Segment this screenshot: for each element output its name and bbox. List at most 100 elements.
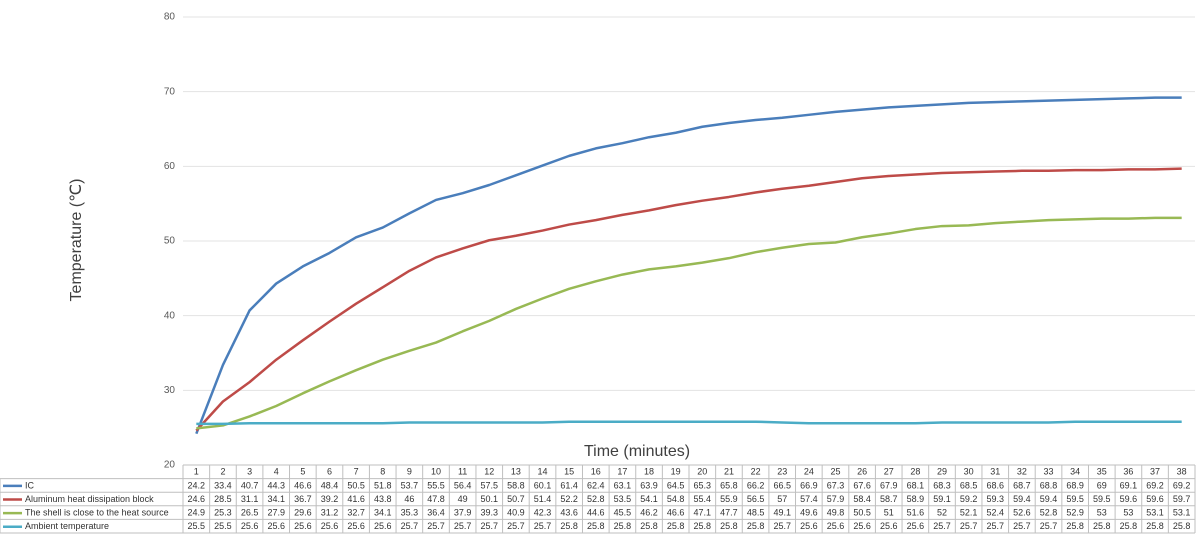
series-line — [195, 167, 1182, 432]
y-tick-label: 70 — [164, 86, 176, 97]
table-value: 39.2 — [321, 494, 339, 504]
table-value: 58.7 — [880, 494, 898, 504]
series-line — [196, 420, 1182, 426]
x-tick-label: 20 — [697, 467, 707, 477]
table-value: 25.8 — [640, 521, 658, 531]
table-value: 50.5 — [347, 480, 365, 490]
table-value: 31.2 — [321, 507, 339, 517]
table-value: 25.6 — [241, 521, 259, 531]
table-value: 25.5 — [188, 521, 206, 531]
table-value: 68.7 — [1013, 480, 1031, 490]
table-value: 69 — [1097, 480, 1107, 490]
table-value: 25.8 — [747, 521, 765, 531]
table-value: 59.6 — [1120, 494, 1138, 504]
x-tick-label: 4 — [274, 467, 279, 477]
table-value: 25.7 — [427, 521, 445, 531]
table-value: 59.2 — [960, 494, 978, 504]
x-tick-label: 6 — [327, 467, 332, 477]
table-value: 25.7 — [773, 521, 791, 531]
table-value: 52 — [937, 507, 947, 517]
table-value: 58.8 — [507, 480, 525, 490]
table-value: 25.7 — [933, 521, 951, 531]
x-tick-label: 12 — [484, 467, 494, 477]
table-value: 32.7 — [347, 507, 365, 517]
table-value: 25.6 — [827, 521, 845, 531]
table-value: 56.4 — [454, 480, 472, 490]
x-tick-label: 25 — [830, 467, 840, 477]
table-value: 25.8 — [614, 521, 632, 531]
x-tick-label: 37 — [1150, 467, 1160, 477]
table-value: 48.5 — [747, 507, 765, 517]
x-tick-label: 22 — [751, 467, 761, 477]
table-value: 49.1 — [773, 507, 791, 517]
table-value: 50.5 — [853, 507, 871, 517]
table-value: 68.1 — [907, 480, 925, 490]
x-tick-label: 32 — [1017, 467, 1027, 477]
table-value: 54.1 — [640, 494, 658, 504]
table-value: 50.7 — [507, 494, 525, 504]
table-value: 53 — [1097, 507, 1107, 517]
table-value: 53.5 — [614, 494, 632, 504]
table-value: 24.9 — [188, 507, 206, 517]
table-value: 45.5 — [614, 507, 632, 517]
x-axis-title: Time (minutes) — [584, 443, 690, 460]
series-line — [196, 216, 1182, 430]
x-tick-label: 1 — [194, 467, 199, 477]
table-value: 50.1 — [480, 494, 498, 504]
table-value: 56.5 — [747, 494, 765, 504]
table-value: 67.3 — [827, 480, 845, 490]
table-value: 60.1 — [534, 480, 552, 490]
table-value: 47.1 — [694, 507, 712, 517]
table-value: 25.8 — [1093, 521, 1111, 531]
table-value: 57 — [777, 494, 787, 504]
table-value: 52.4 — [986, 507, 1004, 517]
table-value: 55.9 — [720, 494, 738, 504]
table-value: 24.2 — [188, 480, 206, 490]
table-value: 33.4 — [214, 480, 232, 490]
x-tick-label: 21 — [724, 467, 734, 477]
table-value: 25.6 — [294, 521, 312, 531]
table-value: 24.6 — [188, 494, 206, 504]
table-value: 25.7 — [454, 521, 472, 531]
table-value: 53.7 — [401, 480, 419, 490]
table-value: 66.5 — [773, 480, 791, 490]
table-value: 25.6 — [267, 521, 285, 531]
table-value: 68.5 — [960, 480, 978, 490]
x-tick-label: 35 — [1097, 467, 1107, 477]
x-tick-label: 30 — [964, 467, 974, 477]
table-value: 68.3 — [933, 480, 951, 490]
table-value: 25.7 — [401, 521, 419, 531]
table-value: 69.1 — [1120, 480, 1138, 490]
table-value: 25.8 — [1066, 521, 1084, 531]
table-value: 58.9 — [907, 494, 925, 504]
legend-label: Ambient temperature — [25, 521, 109, 531]
table-value: 69.2 — [1146, 480, 1164, 490]
table-value: 65.8 — [720, 480, 738, 490]
x-tick-label: 16 — [591, 467, 601, 477]
table-value: 55.5 — [427, 480, 445, 490]
x-tick-label: 5 — [300, 467, 305, 477]
x-tick-label: 27 — [884, 467, 894, 477]
x-tick-label: 2 — [220, 467, 225, 477]
table-value: 48.4 — [321, 480, 339, 490]
table-value: 25.8 — [1173, 521, 1191, 531]
legend-label: IC — [25, 480, 35, 490]
table-value: 44.6 — [587, 507, 605, 517]
x-tick-label: 11 — [458, 467, 467, 477]
y-tick-label: 40 — [164, 310, 176, 321]
series-line — [195, 96, 1182, 435]
table-value: 27.9 — [267, 507, 285, 517]
x-tick-label: 29 — [937, 467, 947, 477]
y-tick-label: 50 — [164, 236, 176, 247]
table-value: 25.6 — [374, 521, 392, 531]
table-value: 25.7 — [1040, 521, 1058, 531]
x-tick-label: 26 — [857, 467, 867, 477]
table-value: 66.9 — [800, 480, 818, 490]
table-value: 62.4 — [587, 480, 605, 490]
x-tick-label: 19 — [671, 467, 681, 477]
table-value: 25.5 — [214, 521, 232, 531]
table-value: 52.2 — [560, 494, 578, 504]
table-value: 25.6 — [321, 521, 339, 531]
table-value: 52.9 — [1066, 507, 1084, 517]
